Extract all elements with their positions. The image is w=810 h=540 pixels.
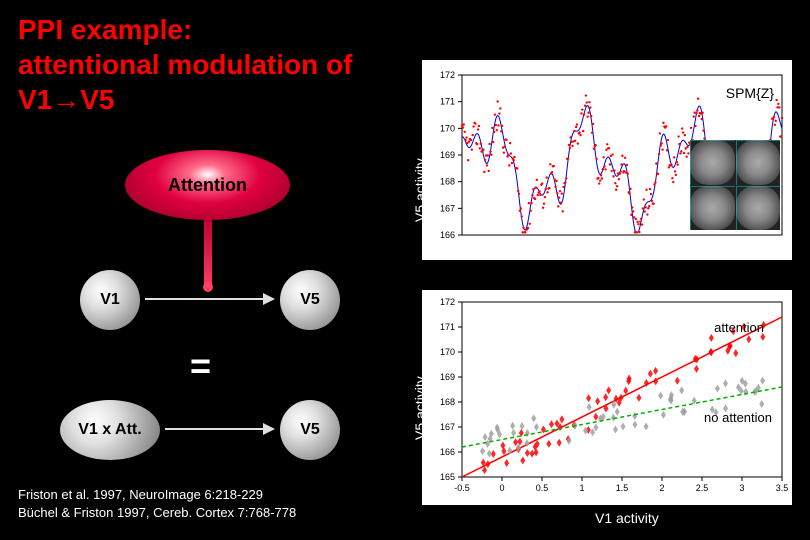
timeseries-chart: 166 167 168 169 170 171 172 SPM{Z} bbox=[422, 60, 792, 260]
svg-text:172: 172 bbox=[440, 70, 455, 80]
noattention-anno: no attention bbox=[704, 410, 772, 425]
spm-label: SPM{Z} bbox=[726, 85, 774, 101]
svg-text:1.5: 1.5 bbox=[616, 483, 629, 493]
svg-text:169: 169 bbox=[440, 150, 455, 160]
equals-sign: = bbox=[190, 345, 211, 387]
top-ylabel: V5 activity bbox=[412, 158, 428, 222]
brain-slice bbox=[690, 140, 735, 185]
brain-slice bbox=[736, 186, 781, 231]
attention-label: Attention bbox=[168, 175, 247, 196]
svg-text:172: 172 bbox=[440, 297, 455, 307]
v5-node: V5 bbox=[280, 270, 340, 330]
v1xatt-label: V1 x Att. bbox=[78, 421, 141, 439]
slide-title: PPI example: attentional modulation of V… bbox=[18, 12, 352, 117]
attention-node: Attention bbox=[125, 150, 290, 220]
v1-label: V1 bbox=[100, 291, 120, 309]
v5-label: V5 bbox=[300, 291, 320, 309]
citation-text: Friston et al. 1997, NeuroImage 6:218-22… bbox=[18, 486, 296, 522]
svg-text:3: 3 bbox=[739, 483, 744, 493]
svg-text:169: 169 bbox=[440, 372, 455, 382]
svg-text:168: 168 bbox=[440, 177, 455, 187]
svg-text:0.5: 0.5 bbox=[536, 483, 549, 493]
svg-text:171: 171 bbox=[440, 97, 455, 107]
svg-text:1: 1 bbox=[579, 483, 584, 493]
brain-image bbox=[690, 140, 780, 230]
scatter-chart: 165 166 167 168 169 170 171 172 -0.5 0 0.5 1 1.5 2 2.5… bbox=[422, 290, 792, 505]
svg-text:2: 2 bbox=[659, 483, 664, 493]
v1-v5-arrow bbox=[145, 298, 265, 300]
svg-text:167: 167 bbox=[440, 422, 455, 432]
svg-text:170: 170 bbox=[440, 123, 455, 133]
svg-text:170: 170 bbox=[440, 347, 455, 357]
svg-text:2.5: 2.5 bbox=[696, 483, 709, 493]
modulation-arrow bbox=[204, 220, 212, 290]
v5-node-2: V5 bbox=[280, 400, 340, 460]
brain-slice bbox=[690, 186, 735, 231]
svg-text:3.5: 3.5 bbox=[776, 483, 789, 493]
v1xatt-v5-arrow bbox=[165, 428, 265, 430]
svg-text:165: 165 bbox=[440, 472, 455, 482]
ppi-diagram: Attention V1 V5 = V1 x Att. V5 bbox=[30, 150, 410, 460]
top-xlabel: time bbox=[600, 265, 626, 281]
attention-anno: attention bbox=[714, 320, 764, 335]
svg-text:0: 0 bbox=[499, 483, 504, 493]
v5-label-2: V5 bbox=[300, 421, 320, 439]
bottom-ylabel: V5 activity bbox=[412, 376, 428, 440]
svg-text:-0.5: -0.5 bbox=[454, 483, 470, 493]
svg-text:168: 168 bbox=[440, 397, 455, 407]
v1xatt-node: V1 x Att. bbox=[60, 400, 160, 460]
bottom-xlabel: V1 activity bbox=[595, 510, 659, 526]
svg-text:166: 166 bbox=[440, 447, 455, 457]
svg-text:171: 171 bbox=[440, 322, 455, 332]
svg-text:167: 167 bbox=[440, 203, 455, 213]
svg-text:166: 166 bbox=[440, 230, 455, 240]
v1-node: V1 bbox=[80, 270, 140, 330]
brain-slice bbox=[736, 140, 781, 185]
